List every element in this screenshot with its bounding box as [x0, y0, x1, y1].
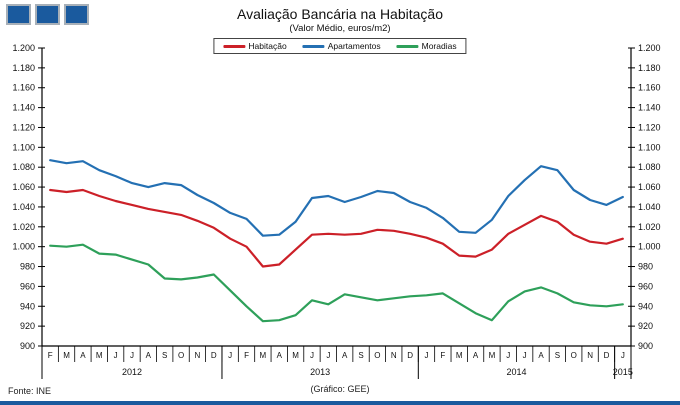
svg-text:N: N: [391, 351, 397, 360]
svg-text:S: S: [162, 351, 167, 360]
svg-text:1.100: 1.100: [12, 142, 35, 152]
svg-text:1.000: 1.000: [638, 242, 661, 252]
blue-square-icon: [35, 4, 60, 25]
legend-item-moradias: Moradias: [396, 41, 457, 51]
svg-text:M: M: [292, 351, 299, 360]
bottom-blue-bar: [0, 401, 680, 405]
legend-item-habitacao: Habitação: [223, 41, 287, 51]
blue-square-icon: [64, 4, 89, 25]
svg-text:S: S: [555, 351, 560, 360]
svg-text:1.200: 1.200: [12, 43, 35, 53]
svg-text:A: A: [538, 351, 544, 360]
svg-text:J: J: [326, 351, 330, 360]
svg-text:J: J: [523, 351, 527, 360]
svg-text:1.160: 1.160: [12, 83, 35, 93]
svg-text:1.120: 1.120: [12, 122, 35, 132]
svg-text:D: D: [211, 351, 217, 360]
svg-text:1.000: 1.000: [12, 242, 35, 252]
svg-text:1.080: 1.080: [12, 162, 35, 172]
svg-text:O: O: [374, 351, 380, 360]
svg-text:900: 900: [20, 341, 35, 351]
svg-text:940: 940: [638, 301, 653, 311]
svg-text:J: J: [228, 351, 232, 360]
svg-text:920: 920: [20, 321, 35, 331]
svg-text:2013: 2013: [310, 367, 330, 377]
window-decoration-squares: [6, 4, 89, 25]
svg-text:D: D: [407, 351, 413, 360]
svg-text:1.160: 1.160: [638, 83, 661, 93]
svg-text:A: A: [342, 351, 348, 360]
apartamentos-line-swatch-icon: [302, 44, 325, 48]
svg-text:J: J: [506, 351, 510, 360]
moradias-line-swatch-icon: [396, 44, 419, 48]
svg-text:1.060: 1.060: [638, 182, 661, 192]
svg-text:960: 960: [638, 281, 653, 291]
legend-label: Moradias: [421, 41, 457, 51]
svg-text:920: 920: [638, 321, 653, 331]
svg-text:M: M: [96, 351, 103, 360]
svg-text:F: F: [48, 351, 53, 360]
svg-text:980: 980: [20, 262, 35, 272]
legend: Habitação Apartamentos Moradias: [213, 38, 467, 54]
svg-text:J: J: [114, 351, 118, 360]
svg-text:2012: 2012: [122, 367, 142, 377]
svg-text:F: F: [440, 351, 445, 360]
svg-text:1.120: 1.120: [638, 122, 661, 132]
svg-text:1.040: 1.040: [12, 202, 35, 212]
svg-text:D: D: [604, 351, 610, 360]
svg-text:M: M: [456, 351, 463, 360]
svg-text:O: O: [571, 351, 577, 360]
svg-text:1.020: 1.020: [638, 222, 661, 232]
svg-text:F: F: [244, 351, 249, 360]
svg-text:1.060: 1.060: [12, 182, 35, 192]
svg-text:1.100: 1.100: [638, 142, 661, 152]
blue-square-icon: [6, 4, 31, 25]
chart-subtitle: (Valor Médio, euros/m2): [289, 23, 391, 34]
svg-text:J: J: [130, 351, 134, 360]
habitacao-line-swatch-icon: [223, 44, 246, 48]
svg-text:1.180: 1.180: [12, 63, 35, 73]
svg-text:1.040: 1.040: [638, 202, 661, 212]
svg-text:2014: 2014: [506, 367, 526, 377]
svg-text:A: A: [80, 351, 86, 360]
svg-text:M: M: [63, 351, 70, 360]
credit-note: (Gráfico: GEE): [310, 384, 370, 394]
legend-item-apartamentos: Apartamentos: [302, 41, 381, 51]
svg-text:A: A: [146, 351, 152, 360]
svg-text:940: 940: [20, 301, 35, 311]
svg-text:900: 900: [638, 341, 653, 351]
svg-text:1.080: 1.080: [638, 162, 661, 172]
svg-text:960: 960: [20, 281, 35, 291]
svg-text:1.140: 1.140: [12, 103, 35, 113]
svg-text:A: A: [473, 351, 479, 360]
svg-text:A: A: [277, 351, 283, 360]
svg-text:S: S: [358, 351, 363, 360]
svg-text:J: J: [310, 351, 314, 360]
svg-text:N: N: [587, 351, 593, 360]
svg-text:M: M: [260, 351, 267, 360]
svg-text:1.020: 1.020: [12, 222, 35, 232]
svg-text:980: 980: [638, 262, 653, 272]
svg-text:J: J: [621, 351, 625, 360]
source-note: Fonte: INE: [8, 386, 52, 396]
legend-label: Apartamentos: [327, 41, 381, 51]
svg-text:J: J: [424, 351, 428, 360]
svg-text:1.200: 1.200: [638, 43, 661, 53]
legend-label: Habitação: [248, 41, 287, 51]
svg-text:N: N: [195, 351, 201, 360]
svg-text:M: M: [489, 351, 496, 360]
svg-text:1.180: 1.180: [638, 63, 661, 73]
svg-text:2015: 2015: [613, 367, 633, 377]
svg-text:O: O: [178, 351, 184, 360]
svg-text:1.140: 1.140: [638, 103, 661, 113]
chart-title: Avaliação Bancária na Habitação: [237, 6, 443, 22]
